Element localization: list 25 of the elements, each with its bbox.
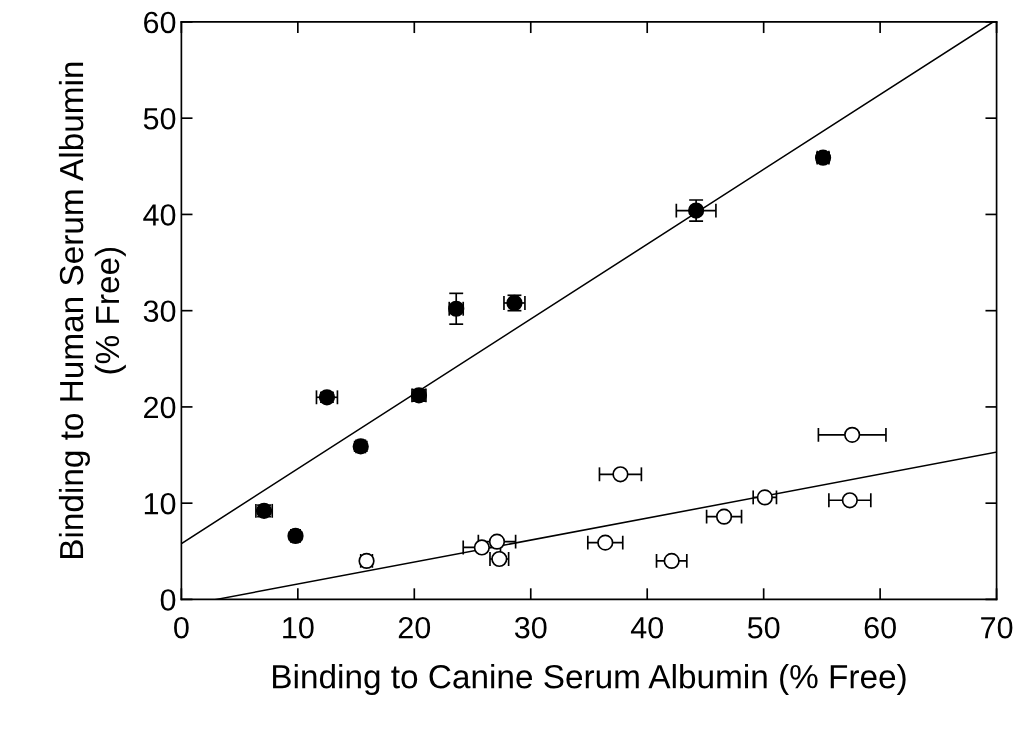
point <box>844 426 861 443</box>
y-axis-title: Binding to Human Serum Albumin (% Free) <box>58 62 126 559</box>
x-tick-label: 70 <box>981 616 1013 639</box>
point <box>597 534 614 551</box>
point <box>663 552 680 570</box>
point <box>715 508 733 525</box>
x-tick-label: 40 <box>630 616 664 639</box>
x-tick-label: 50 <box>747 616 780 639</box>
x-tick-label: 10 <box>283 616 314 639</box>
y-tick-label: 0 <box>160 589 176 611</box>
point <box>612 466 629 483</box>
point <box>488 533 506 550</box>
x-axis-title: Binding to Canine Serum Albumin (% Free) <box>273 664 906 696</box>
point <box>473 539 490 556</box>
x-tick-label: 20 <box>398 616 431 639</box>
y-tick-label: 40 <box>143 204 176 226</box>
x-tick-label: 30 <box>514 616 547 639</box>
y-tick-label: 20 <box>144 396 176 419</box>
point <box>756 489 773 506</box>
y-tick-label: 10 <box>144 492 176 515</box>
y-tick-label: 50 <box>143 107 176 130</box>
point <box>841 492 858 509</box>
x-tick-label: 60 <box>864 616 896 639</box>
y-tick-label: 60 <box>144 11 176 34</box>
y-tick-label: 30 <box>143 300 176 323</box>
